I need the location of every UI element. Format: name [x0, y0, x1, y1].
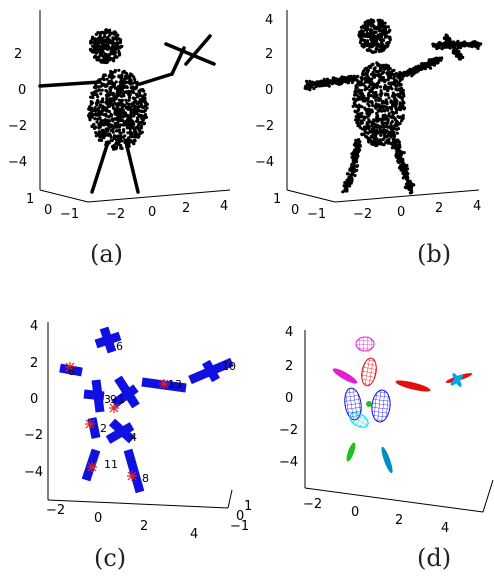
d-xtick-2: 2: [395, 513, 403, 528]
panel-a-plot: 2 0 −2 −4 1 0 −1 −2 0 2 4: [8, 10, 231, 222]
panel-c-plot: 4 2 0 −2 −4 −2 0 2 4 1 0 −1: [24, 319, 252, 542]
c-label-2: 2: [100, 422, 107, 435]
c-label-8b: 8: [142, 472, 149, 485]
panel-a: 2 0 −2 −4 1 0 −1 −2 0 2 4 (a): [0, 0, 247, 280]
a-ytick-m2: −2: [8, 119, 27, 134]
a-ytick-0: 0: [18, 83, 26, 98]
c-ztick-m1: −1: [230, 519, 249, 534]
c-segments: [59, 326, 234, 494]
a-xtick-0: 0: [148, 205, 156, 220]
c-label-11: 11: [104, 458, 118, 471]
c-centers: [65, 362, 169, 481]
d-ytick-2: 2: [285, 359, 293, 374]
b-ztick-0: 0: [291, 203, 299, 218]
c-label-10: 10: [222, 360, 236, 373]
b-xtick-0: 0: [397, 205, 405, 220]
b-ytick-m2: −2: [255, 119, 274, 134]
b-xtick-4: 4: [473, 199, 481, 214]
c-xtick-4: 4: [190, 527, 198, 542]
c-label-3: 3: [104, 393, 111, 406]
c-ytick-2: 2: [30, 356, 38, 371]
b-ytick-m4: −4: [255, 155, 274, 170]
c-ztick-1: 1: [244, 499, 252, 514]
d-ellipsoids: [332, 336, 473, 474]
panel-b: 4 2 0 −2 −4 1 0 −1 −2 0 2 4 (b): [247, 0, 494, 280]
c-node-labels: 6 8 10 13 3 9 1 2 4 11 8: [68, 340, 236, 485]
caption-a: (a): [90, 240, 124, 268]
b-xtick-2: 2: [435, 201, 443, 216]
a-ztick-1: 1: [26, 192, 34, 207]
c-label-1: 1: [118, 393, 125, 406]
a-xtick-m2: −2: [106, 207, 125, 222]
d-xtick-0: 0: [351, 505, 359, 520]
c-xtick-0: 0: [94, 511, 102, 526]
b-ytick-0: 0: [265, 83, 273, 98]
d-ytick-m2: −2: [279, 423, 298, 438]
d-ytick-4: 4: [285, 325, 293, 340]
c-ytick-m4: −4: [24, 465, 43, 480]
d-xtick-m2: −2: [303, 497, 322, 512]
panel-d-plot: 4 2 0 −2 −4 −2 0 2 4: [279, 325, 494, 536]
a-xtick-2: 2: [182, 201, 190, 216]
c-ytick-4: 4: [30, 319, 38, 334]
a-limbs: [38, 34, 216, 194]
a-ytick-m4: −4: [8, 155, 27, 170]
panel-d: 4 2 0 −2 −4 −2 0 2 4 (d): [247, 300, 494, 584]
c-label-9: 9: [110, 393, 117, 406]
d-ytick-m4: −4: [279, 455, 298, 470]
c-label-4: 4: [130, 431, 137, 444]
d-xtick-4: 4: [441, 521, 449, 536]
a-xtick-4: 4: [220, 199, 228, 214]
c-ztick-0: 0: [236, 509, 244, 524]
panel-c: 4 2 0 −2 −4 −2 0 2 4 1 0 −1: [0, 300, 252, 584]
a-ztick-0: 0: [44, 203, 52, 218]
a-ztick-m1: −1: [60, 207, 79, 222]
c-ytick-0: 0: [30, 392, 38, 407]
a-point-cloud: [87, 28, 149, 151]
c-label-6: 6: [116, 340, 123, 353]
b-ytick-2: 2: [265, 47, 273, 62]
c-xtick-m2: −2: [46, 503, 65, 518]
caption-b: (b): [417, 240, 452, 268]
c-xtick-2: 2: [140, 519, 148, 534]
b-point-cloud: [303, 18, 483, 195]
b-ztick-1: 1: [273, 192, 281, 207]
caption-c: (c): [94, 544, 127, 572]
c-label-8a: 8: [68, 365, 75, 378]
b-ztick-m1: −1: [307, 207, 326, 222]
a-ytick-2: 2: [14, 47, 22, 62]
b-xtick-m2: −2: [353, 207, 372, 222]
caption-d: (d): [417, 544, 452, 572]
c-label-13: 13: [168, 378, 182, 391]
c-ytick-m2: −2: [24, 428, 43, 443]
d-ytick-0: 0: [285, 391, 293, 406]
panel-b-plot: 4 2 0 −2 −4 1 0 −1 −2 0 2 4: [255, 10, 483, 222]
b-ytick-4: 4: [265, 13, 273, 28]
